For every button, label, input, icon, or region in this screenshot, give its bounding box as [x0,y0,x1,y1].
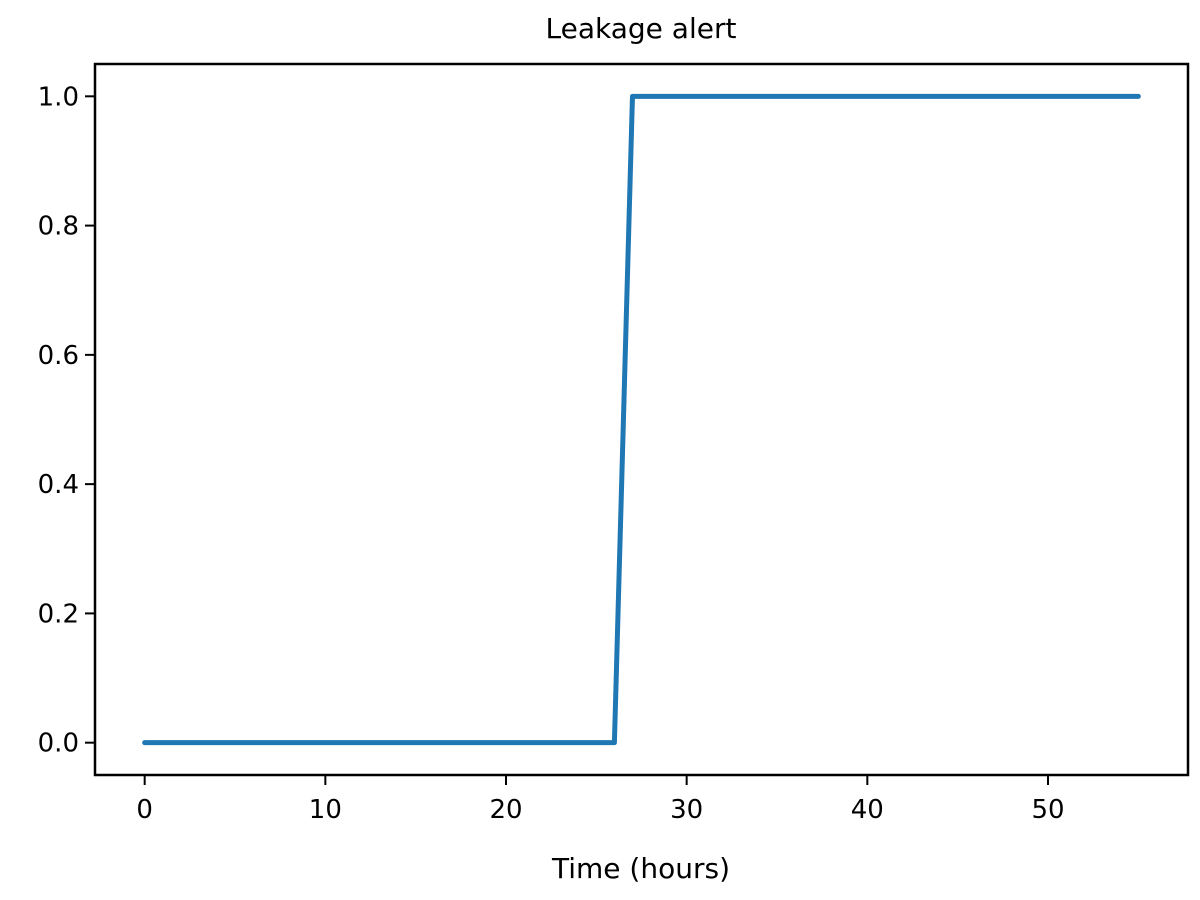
x-tick-label: 0 [136,795,153,825]
y-axis-ticks: 0.0 0.2 0.4 0.6 0.8 1.0 [38,82,95,759]
x-tick-label: 30 [670,795,703,825]
y-tick-label: 0.8 [38,212,79,242]
x-tick-label: 10 [309,795,342,825]
chart-title: Leakage alert [546,12,737,45]
series-line-0 [142,93,1141,746]
x-tick-label: 20 [489,795,522,825]
x-tick-label: 50 [1031,795,1064,825]
x-axis-ticks: 0 10 20 30 40 50 [136,775,1065,825]
y-tick-label: 0.2 [38,599,79,629]
y-tick-label: 0.0 [38,729,79,759]
y-tick-label: 0.6 [38,341,79,371]
y-tick-label: 1.0 [38,82,79,112]
series-layer [142,93,1141,746]
y-tick-label: 0.4 [38,470,79,500]
x-tick-label: 40 [851,795,884,825]
x-axis-label: Time (hours) [551,852,730,885]
plot-frame [93,62,1190,777]
